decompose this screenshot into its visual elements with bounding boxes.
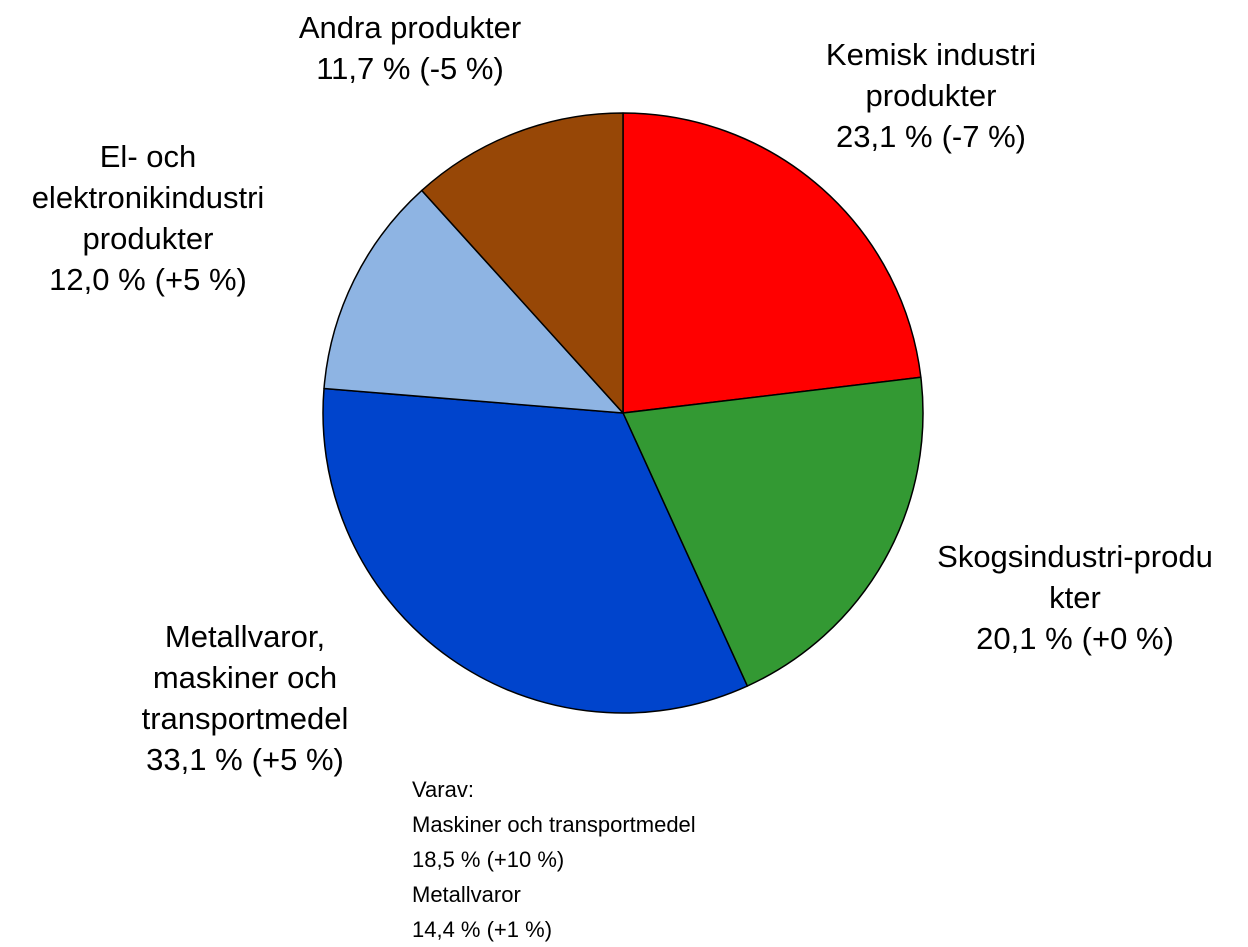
change-label: (-7 %) (941, 119, 1026, 154)
annotation-item-name: Metallvaror (412, 882, 521, 907)
category-label: Skogsindustri-produkter (937, 539, 1213, 615)
change-label: (+5 %) (154, 262, 247, 297)
slice-label: Andra produkter 11,7 % (-5 %) (260, 7, 560, 89)
annotation: Varav: Maskiner och transportmedel 18,5 … (412, 772, 696, 947)
change-label: (+0 %) (1081, 621, 1174, 656)
annotation-item-label: 18,5 % (+10 %) (412, 847, 565, 872)
annotation-item-label: 14,4 % (+1 %) (412, 917, 553, 942)
value-line: 12,0 % (+5 %) (0, 259, 296, 300)
category-label: El- och elektronikindustri produkter (31, 139, 265, 256)
pie-slice (322, 387, 749, 714)
value-label: 20,1 % (976, 621, 1073, 656)
category-label: Kemisk industri produkter (825, 37, 1037, 113)
value-line: 11,7 % (-5 %) (260, 48, 560, 89)
value-label: 11,7 % (316, 51, 411, 86)
category-label: Andra produkter (298, 10, 522, 45)
value-line: 20,1 % (+0 %) (930, 618, 1220, 659)
value-label: 23,1 % (836, 119, 933, 154)
pie-slice (323, 189, 624, 414)
category-label: Metallvaror, maskiner och transportmedel (141, 619, 349, 736)
pie-slice (421, 112, 624, 414)
pie-slice (622, 112, 922, 414)
annotation-item-name: Maskiner och transportmedel (412, 812, 696, 837)
pie-slice (622, 376, 924, 687)
change-label: (-5 %) (419, 51, 504, 86)
slice-label: Skogsindustri-produkter 20,1 % (+0 %) (930, 536, 1220, 659)
value-label: 33,1 % (146, 742, 243, 777)
value-label: 12,0 % (49, 262, 146, 297)
value-line: 23,1 % (-7 %) (800, 116, 1062, 157)
slice-label: Kemisk industri produkter 23,1 % (-7 %) (800, 34, 1062, 157)
annotation-title: Varav: (412, 777, 474, 802)
change-label: (+5 %) (251, 742, 344, 777)
slice-label: Metallvaror, maskiner och transportmedel… (120, 616, 370, 780)
value-line: 33,1 % (+5 %) (120, 739, 370, 780)
slice-label: El- och elektronikindustri produkter 12,0… (0, 136, 296, 300)
